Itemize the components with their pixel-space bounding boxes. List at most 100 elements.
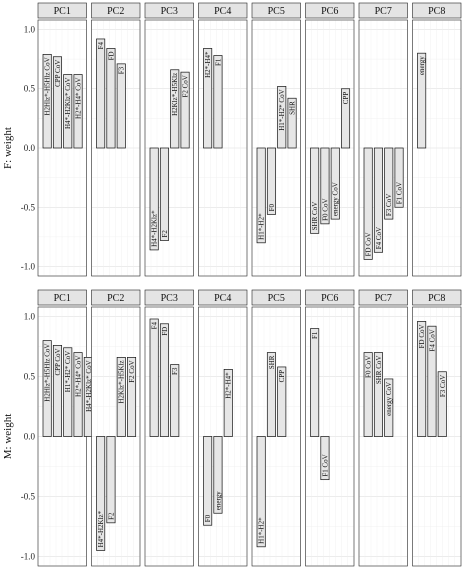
bar-label: F4 CoV: [428, 329, 436, 351]
facet-title: PC1: [54, 6, 71, 17]
bar: [341, 88, 351, 149]
facet-title: PC6: [321, 293, 338, 304]
bar-label: F3: [171, 367, 179, 375]
bar-label: SHR CoV: [375, 356, 383, 385]
bar: [52, 345, 62, 437]
y-tick-label: -0.5: [21, 202, 36, 212]
bar-label: H2*-H4*: [204, 51, 212, 78]
bar-label: F1 CoV: [396, 182, 404, 204]
bar-label: F1: [214, 58, 222, 66]
bar: [96, 38, 106, 149]
bar-label: F0: [268, 203, 276, 211]
bar: [213, 55, 223, 149]
bar: [310, 147, 320, 234]
bar-label: F3 CoV: [385, 194, 393, 216]
bar: [363, 147, 373, 260]
facet-strip: [198, 2, 248, 19]
facet-panel-pc6: PC6 F1 F1 CoV: [305, 289, 355, 567]
facet-title: PC4: [214, 6, 231, 17]
facet-panel-pc4: PC4 H2*-H4* F1: [198, 2, 248, 277]
facet-title: PC6: [321, 6, 338, 17]
bar-label: F3: [118, 66, 126, 74]
y-tick-label: -1.0: [21, 551, 36, 561]
bar: [330, 147, 340, 220]
bar-label: H2*-H4* CoV: [75, 356, 83, 397]
bar: [320, 436, 330, 481]
facet-strip: [305, 2, 355, 19]
bar: [373, 147, 383, 253]
y-tick-label: 1.0: [24, 312, 36, 322]
bar-label: CPP: [342, 92, 350, 105]
bar: [384, 147, 394, 220]
bar: [223, 369, 233, 437]
facet-title: PC2: [107, 6, 124, 17]
bar: [42, 54, 52, 149]
facet-title: PC2: [107, 293, 124, 304]
bar: [310, 328, 320, 437]
bar: [256, 436, 266, 548]
bar-label: FD CoV: [365, 232, 373, 256]
bar-label: F1: [311, 331, 319, 339]
bar-label: SHR: [268, 355, 276, 369]
facet-strip: [412, 2, 462, 19]
bar: [73, 74, 83, 149]
bar: [63, 347, 73, 437]
bar-label: F4: [151, 322, 159, 330]
facet-title: PC5: [268, 293, 285, 304]
y-tick-label: -0.5: [21, 491, 36, 501]
bar: [266, 147, 276, 215]
bar-label: H2Hlz*-H5Hlz CoV: [44, 57, 52, 115]
bar: [42, 340, 52, 437]
facet-strip: [198, 289, 248, 306]
bar: [73, 352, 83, 437]
bar-label: H1*-H2* CoV: [278, 89, 286, 130]
facet-panel-pc1: PC1 H2Hlz*-H5Hlz CoV CPP CoV H1*-H2* CoV H2*…: [37, 289, 93, 567]
bar-label: CPP CoV: [54, 60, 62, 87]
bar: [116, 63, 126, 149]
bar-label: H4*-H2Klz* CoV: [85, 360, 93, 412]
facet-panel-pc3: PC3 H4*-H2Klz* F2 H2Klz*-H5Klz F2 CoV: [144, 2, 194, 277]
bar: [159, 323, 169, 437]
bar: [394, 147, 404, 208]
bar: [106, 48, 116, 149]
bar-label: H1*-H2* CoV: [64, 351, 72, 392]
bar: [437, 371, 447, 437]
bar-label: F2: [107, 512, 115, 520]
facet-strip: [37, 2, 87, 19]
facet-title: PC7: [375, 6, 392, 17]
bar: [417, 52, 427, 149]
y-tick-label: -1.0: [21, 262, 36, 272]
bar-label: H4*-H2Klz*: [151, 210, 159, 247]
facet-strip: [91, 289, 141, 306]
facet-title: PC8: [428, 293, 445, 304]
facet-strip: [412, 289, 462, 306]
facet-strip: [358, 2, 408, 19]
bar: [287, 97, 297, 149]
bar-label: F3 CoV: [439, 375, 447, 397]
bar: [417, 321, 427, 437]
bar: [427, 325, 437, 437]
facet-panel-pc8: PC8 energy: [412, 2, 462, 277]
bar-label: H2*-H4* CoV: [75, 78, 83, 119]
bar: [170, 364, 180, 437]
chart-row-1: F: weight -1.0 -0.5 0.0 0.5 1.0 PC1 H2Hlz*-H5Hl…: [2, 2, 462, 277]
bar-label: energy CoV: [332, 182, 340, 216]
bar-label: F4: [97, 41, 105, 49]
bar: [106, 436, 116, 524]
y-tick-label: 1.0: [24, 24, 36, 34]
facet-strip: [358, 289, 408, 306]
facet-title: PC7: [375, 293, 392, 304]
facet-panel-pc6: PC6 SHR CoV F0 CoV energy CoV CPP: [305, 2, 355, 277]
bar-label: F4 CoV: [375, 227, 383, 249]
facet-strip: [144, 2, 194, 19]
facet-title: PC8: [428, 6, 445, 17]
bar-label: F2 CoV: [128, 360, 136, 382]
bar: [266, 352, 276, 437]
bar-label: F0 CoV: [365, 356, 373, 378]
bar-label: H2Klz*-H5Klz: [171, 73, 179, 116]
facet-strip: [144, 289, 194, 306]
bar-label: F2: [161, 230, 169, 238]
